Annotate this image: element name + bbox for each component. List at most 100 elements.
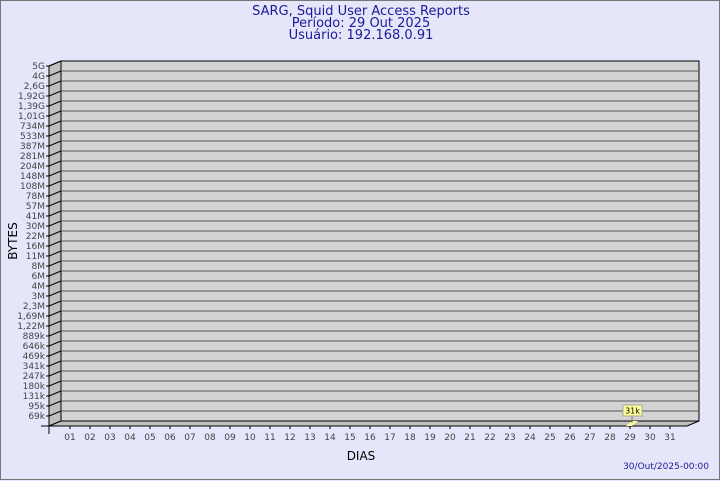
wall-grid-line xyxy=(48,120,62,127)
y-tick-label: 734M xyxy=(20,122,45,132)
wall-grid-line xyxy=(48,170,62,177)
x-tick-label: 07 xyxy=(184,433,195,443)
wall-grid-line xyxy=(48,240,62,247)
y-tick-label: 2,6G xyxy=(24,82,45,92)
y-tick-label: 247k xyxy=(23,372,46,382)
y-tick-label: 8M xyxy=(32,262,46,272)
wall-grid-line xyxy=(48,230,62,237)
wall-grid-line xyxy=(48,380,62,387)
x-axis-title: DIAS xyxy=(347,449,376,463)
y-tick-label: 108M xyxy=(20,182,45,192)
x-tick-label: 12 xyxy=(284,433,295,443)
x-tick-label: 01 xyxy=(64,433,75,443)
y-tick-label: 3M xyxy=(32,292,46,302)
chart-period: Período: 29 Out 2025 xyxy=(291,16,431,31)
wall-grid-line xyxy=(48,110,62,117)
wall-grid-line xyxy=(48,280,62,287)
wall-grid-line xyxy=(48,80,62,87)
wall-grid-line xyxy=(48,60,62,67)
chart-user: Usuário: 192.168.0.91 xyxy=(288,28,434,43)
x-tick-label: 17 xyxy=(384,433,395,443)
x-tick-label: 31 xyxy=(664,433,675,443)
x-tick-label: 22 xyxy=(484,433,495,443)
y-tick-label: 11M xyxy=(26,252,45,262)
wall-grid-line xyxy=(48,190,62,197)
y-tick-label: 57M xyxy=(26,202,45,212)
data-label: 31k xyxy=(625,407,640,416)
x-tick-label: 05 xyxy=(144,433,155,443)
x-tick-label: 29 xyxy=(624,433,636,443)
wall-grid-line xyxy=(48,250,62,257)
wall-grid-line xyxy=(48,290,62,297)
y-tick-label: 1,92G xyxy=(18,92,45,102)
x-tick-label: 02 xyxy=(84,433,95,443)
x-tick-label: 03 xyxy=(104,433,115,443)
y-tick-label: 4G xyxy=(32,72,45,82)
chart-title: SARG, Squid User Access Reports xyxy=(252,4,470,19)
x-tick-label: 15 xyxy=(344,433,355,443)
x-tick-label: 10 xyxy=(244,433,256,443)
x-tick-label: 08 xyxy=(204,433,216,443)
y-tick-label: 5G xyxy=(32,62,45,72)
x-tick-label: 16 xyxy=(364,433,376,443)
wall-grid-line xyxy=(48,390,62,397)
x-tick-label: 24 xyxy=(524,433,536,443)
wall-grid-line xyxy=(48,150,62,157)
wall-grid-line xyxy=(48,350,62,357)
wall-grid-line xyxy=(48,100,62,107)
x-tick-label: 30 xyxy=(644,433,656,443)
y-tick-label: 22M xyxy=(26,232,45,242)
x-tick-label: 14 xyxy=(324,433,336,443)
y-tick-label: 6M xyxy=(32,272,46,282)
wall-grid-line xyxy=(48,180,62,187)
x-tick-label: 20 xyxy=(444,433,456,443)
wall-grid-line xyxy=(48,310,62,317)
wall-grid-line xyxy=(48,140,62,147)
x-tick-label: 23 xyxy=(504,433,515,443)
x-tick-label: 27 xyxy=(584,433,595,443)
wall-grid-line xyxy=(48,360,62,367)
plot-floor xyxy=(48,420,700,427)
y-tick-label: 131k xyxy=(23,392,46,402)
x-tick-label: 09 xyxy=(224,433,236,443)
data-label-box xyxy=(622,404,643,417)
wall-grid-line xyxy=(48,160,62,167)
y-tick-label: 1,22M xyxy=(17,322,45,332)
y-axis-title: BYTES xyxy=(6,222,20,259)
wall-grid-line xyxy=(48,260,62,267)
wall-grid-line xyxy=(48,90,62,97)
y-tick-label: 387M xyxy=(20,142,45,152)
y-tick-label: 16M xyxy=(26,242,45,252)
wall-grid-line xyxy=(48,300,62,307)
y-tick-label: 469k xyxy=(23,352,46,362)
wall-grid-line xyxy=(48,220,62,227)
y-tick-label: 148M xyxy=(20,172,45,182)
x-tick-label: 11 xyxy=(264,433,275,443)
x-tick-label: 13 xyxy=(304,433,315,443)
y-tick-label: 889k xyxy=(23,332,46,342)
y-tick-label: 341k xyxy=(23,362,46,372)
y-tick-label: 646k xyxy=(23,342,46,352)
y-tick-label: 1,69M xyxy=(17,312,45,322)
x-tick-label: 28 xyxy=(604,433,616,443)
x-tick-label: 25 xyxy=(544,433,555,443)
y-tick-label: 1,01G xyxy=(18,112,45,122)
wall-grid-line xyxy=(48,210,62,217)
bar-day-29 xyxy=(626,421,638,426)
wall-grid-line xyxy=(48,130,62,137)
wall-grid-line xyxy=(48,340,62,347)
y-tick-label: 30M xyxy=(26,222,45,232)
y-tick-label: 69k xyxy=(28,412,45,422)
y-tick-label: 95k xyxy=(28,402,45,412)
x-tick-label: 04 xyxy=(124,433,136,443)
y-tick-label: 533M xyxy=(20,132,45,142)
wall-grid-line xyxy=(48,330,62,337)
y-tick-label: 204M xyxy=(20,162,45,172)
wall-grid-line xyxy=(48,370,62,377)
y-tick-label: 1,39G xyxy=(18,102,45,112)
x-tick-label: 06 xyxy=(164,433,176,443)
y-tick-label: 41M xyxy=(26,212,45,222)
y-tick-label: 281M xyxy=(20,152,45,162)
